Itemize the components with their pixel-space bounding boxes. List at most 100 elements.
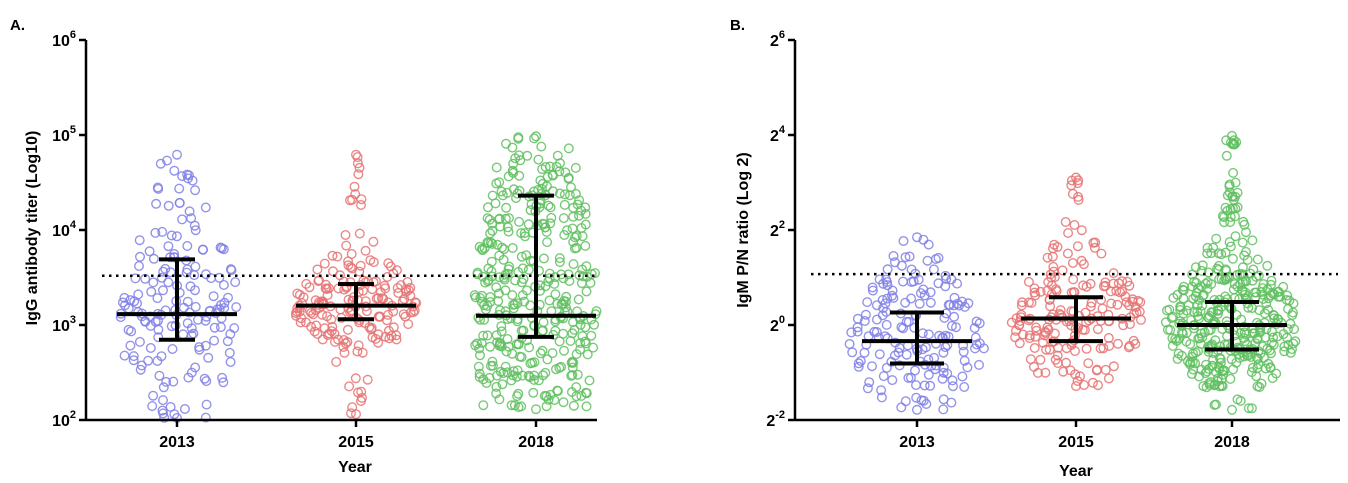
data-point (379, 280, 390, 291)
data-point (1194, 333, 1205, 344)
data-point (477, 245, 488, 256)
data-point (1262, 260, 1273, 271)
data-point (317, 334, 328, 345)
data-point (864, 377, 875, 388)
data-point (1252, 333, 1263, 344)
data-point (844, 339, 855, 350)
data-point (508, 370, 519, 381)
data-point (200, 340, 211, 351)
data-point (1176, 350, 1187, 361)
data-point (1290, 336, 1301, 347)
data-point (340, 338, 351, 349)
data-point (1112, 299, 1123, 310)
data-point (500, 285, 511, 296)
data-point (401, 286, 412, 297)
data-point (123, 324, 134, 335)
data-point (1225, 241, 1236, 252)
x-tick-label: 2013 (899, 434, 935, 451)
data-point (1266, 338, 1277, 349)
data-point (859, 347, 870, 358)
data-point (517, 370, 528, 381)
data-point (1232, 202, 1243, 213)
data-point (501, 346, 512, 357)
data-point (294, 289, 305, 300)
data-point (541, 401, 552, 412)
data-point (354, 228, 365, 239)
data-point (1085, 301, 1096, 312)
data-point (136, 311, 147, 322)
data-point (155, 158, 166, 169)
data-point (496, 321, 507, 332)
data-point (1030, 290, 1041, 301)
data-point (331, 356, 342, 367)
data-point (568, 211, 579, 222)
data-point (574, 210, 585, 221)
data-point (311, 320, 322, 331)
data-point (134, 251, 145, 262)
data-point (182, 240, 193, 251)
data-point (134, 235, 145, 246)
data-point (483, 238, 494, 249)
data-point (169, 165, 180, 176)
data-point (513, 133, 524, 144)
data-point (494, 272, 505, 283)
data-point (551, 161, 562, 172)
data-point (1271, 368, 1282, 379)
data-point (523, 264, 534, 275)
data-point (507, 142, 518, 153)
data-point (559, 345, 570, 356)
data-point (151, 198, 162, 209)
data-point (1133, 295, 1144, 306)
panel-b-igm-chart: B. 2-2 20 22 24 26 2013 2015 2018 Year IgM P/N… (730, 17, 1340, 480)
data-point (1092, 324, 1103, 335)
data-point (1014, 338, 1025, 349)
x-tick-label: 2013 (159, 434, 195, 451)
data-point (1220, 202, 1231, 213)
data-point (1124, 280, 1135, 291)
data-point (345, 262, 356, 273)
data-point (1208, 242, 1219, 253)
data-point (589, 319, 600, 330)
data-point (506, 375, 517, 386)
data-point (1073, 194, 1084, 205)
data-point (1032, 367, 1043, 378)
data-point (1190, 291, 1201, 302)
panel-a-y-axis-title: IgG antibody titer (Log10) (24, 131, 41, 326)
data-point (1131, 307, 1142, 318)
panel-a-letter: A. (10, 17, 25, 34)
data-point (1192, 311, 1203, 322)
data-point (362, 374, 373, 385)
data-point (340, 229, 351, 240)
data-point (888, 250, 899, 261)
data-point (150, 316, 161, 327)
data-point (1184, 359, 1195, 370)
data-point (357, 347, 368, 358)
data-point (581, 338, 592, 349)
data-point (582, 271, 593, 282)
data-point (1254, 305, 1265, 316)
data-point (1196, 265, 1207, 276)
data-point (503, 341, 514, 352)
data-point (1089, 242, 1100, 253)
data-point (189, 220, 200, 231)
data-point (216, 243, 227, 254)
data-point (962, 362, 973, 373)
y-tick: 22 (770, 219, 795, 240)
data-point (1268, 332, 1279, 343)
data-point (492, 239, 503, 250)
data-point (201, 399, 212, 410)
data-point (501, 138, 512, 149)
data-point (582, 349, 593, 360)
data-point (487, 238, 498, 249)
data-point (1098, 343, 1109, 354)
data-point (1090, 237, 1101, 248)
data-point (881, 319, 892, 330)
data-point (1025, 354, 1036, 365)
data-point (499, 274, 510, 285)
data-point (1210, 399, 1221, 410)
data-point (912, 232, 923, 243)
data-point (974, 318, 985, 329)
data-point (921, 399, 932, 410)
data-point (186, 367, 197, 378)
data-point (1273, 286, 1284, 297)
